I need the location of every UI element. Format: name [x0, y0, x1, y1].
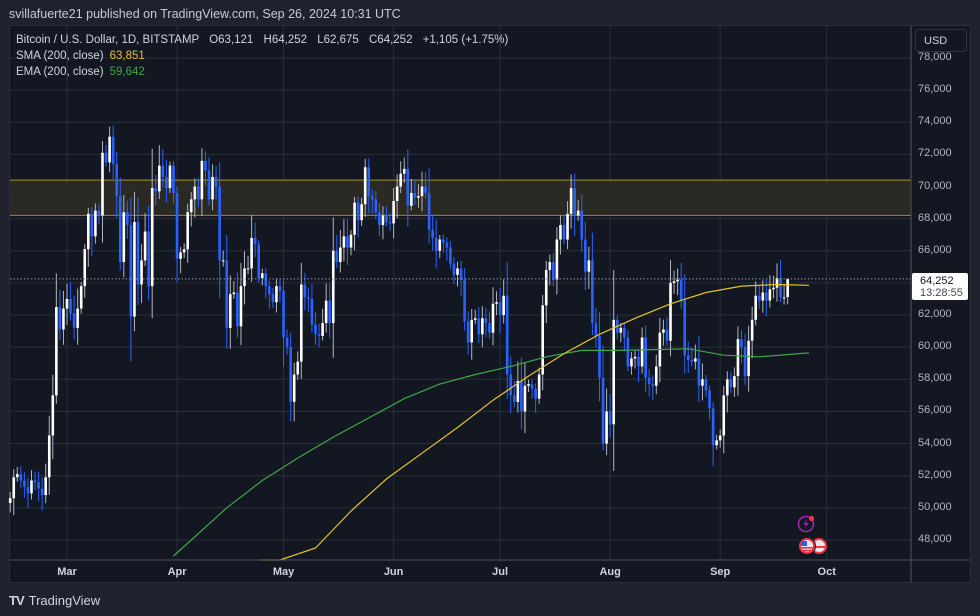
- publisher-info: svillafuerte21 published on TradingView.…: [9, 7, 401, 21]
- sma-value: 63,851: [109, 50, 145, 62]
- bar-countdown: 13:28:55: [920, 287, 963, 299]
- chart-legend: Bitcoin / U.S. Dollar, 1D, BITSTAMP O63,…: [16, 32, 508, 80]
- price-tick-label: 56,000: [918, 404, 952, 417]
- us-flag-economic-event-icon[interactable]: [795, 535, 835, 557]
- price-tick-label: 54,000: [918, 436, 952, 449]
- time-tick-label: Aug: [599, 566, 621, 578]
- time-tick-label: Jun: [383, 566, 404, 578]
- tradingview-logo[interactable]: TV TradingView: [9, 593, 100, 608]
- price-tick-label: 68,000: [918, 211, 952, 224]
- price-tick-label: 58,000: [918, 372, 952, 385]
- price-tick-label: 70,000: [918, 179, 952, 192]
- price-tick-label: 76,000: [918, 83, 952, 96]
- low-value: L62,675: [317, 34, 359, 46]
- grid-lines: [10, 26, 911, 560]
- time-tick-label: Apr: [167, 566, 187, 578]
- price-tick-label: 60,000: [918, 340, 952, 353]
- ema-value: 59,642: [109, 66, 145, 78]
- price-tick-label: 74,000: [918, 115, 952, 128]
- price-tick-label: 52,000: [918, 468, 952, 481]
- price-tick-label: 50,000: [918, 500, 952, 513]
- ema-label: EMA (200, close): [16, 66, 104, 78]
- chart-frame: [9, 25, 971, 583]
- price-tick-label: 72,000: [918, 147, 952, 160]
- resistance-zone: [10, 179, 911, 217]
- price-tick-label: 78,000: [918, 51, 952, 63]
- time-tick-label: Sep: [710, 566, 731, 578]
- time-tick-label: Oct: [817, 566, 836, 578]
- price-tick-label: 66,000: [918, 243, 952, 256]
- moving-averages: [173, 283, 809, 561]
- lightning-event-icon[interactable]: [797, 514, 817, 534]
- ema-legend-row[interactable]: EMA (200, close) 59,642: [16, 64, 508, 80]
- time-tick-label: Jul: [492, 566, 509, 578]
- close-value: C64,252: [369, 34, 413, 46]
- price-tick-label: 48,000: [918, 532, 952, 545]
- symbol-name[interactable]: Bitcoin / U.S. Dollar, 1D, BITSTAMP: [16, 34, 199, 46]
- high-value: H64,252: [263, 34, 308, 46]
- time-tick-label: Mar: [57, 566, 77, 578]
- symbol-ohlc-row: Bitcoin / U.S. Dollar, 1D, BITSTAMP O63,…: [16, 32, 508, 48]
- sma-label: SMA (200, close): [16, 50, 104, 62]
- axes-lines: [10, 26, 970, 583]
- sma-legend-row[interactable]: SMA (200, close) 63,851: [16, 48, 508, 64]
- last-price-label: 64,252 13:28:55: [912, 273, 968, 300]
- price-tick-label: 62,000: [918, 308, 952, 321]
- open-value: O63,121: [209, 34, 254, 46]
- currency-button[interactable]: USD: [915, 29, 967, 52]
- change-value: +1,105 (+1.75%): [422, 34, 509, 46]
- tradingview-logo-icon: TV: [9, 593, 25, 608]
- tradingview-brand-text: TradingView: [28, 593, 101, 608]
- candlesticks: [8, 125, 789, 516]
- time-tick-label: May: [272, 566, 295, 578]
- last-price-value: 64,252: [920, 275, 954, 287]
